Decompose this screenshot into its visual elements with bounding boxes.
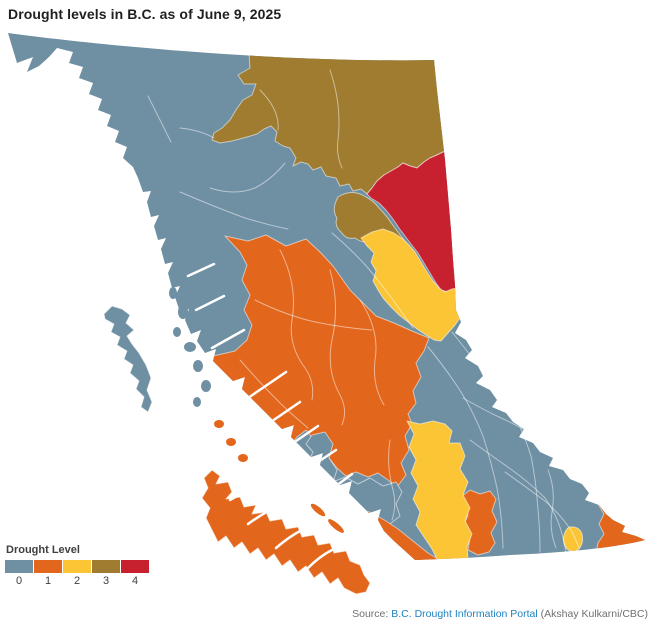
region-vancouver-island[interactable] (201, 469, 371, 595)
legend: Drought Level 0 1 2 3 4 (5, 544, 165, 587)
legend-swatches (5, 560, 165, 573)
legend-label-0: 0 (15, 575, 23, 587)
region-okanagan-yellow[interactable] (406, 420, 473, 561)
legend-label-1: 1 (44, 575, 52, 587)
source-suffix: (Akshay Kulkarni/CBC) (537, 608, 648, 620)
legend-swatch-1 (34, 560, 62, 573)
legend-swatch-0 (5, 560, 33, 573)
legend-title: Drought Level (6, 544, 80, 556)
region-east-kootenay-orange[interactable] (595, 469, 660, 560)
page-title: Drought levels in B.C. as of June 9, 202… (8, 6, 282, 22)
source-prefix: Source: (352, 608, 392, 620)
legend-swatch-2 (63, 560, 91, 573)
legend-swatch-4 (121, 560, 149, 573)
region-haida-gwaii[interactable] (103, 305, 153, 413)
legend-label-4: 4 (131, 575, 139, 587)
island-inlets (228, 486, 334, 570)
legend-label-3: 3 (102, 575, 110, 587)
source-line: Source: B.C. Drought Information Portal … (352, 608, 648, 620)
coastal-islands (165, 249, 211, 407)
legend-label-2: 2 (73, 575, 81, 587)
strait-islands (214, 420, 344, 533)
region-kootenay-yellow-small[interactable] (562, 526, 584, 552)
region-northeast-yellow[interactable] (360, 228, 471, 342)
legend-swatch-3 (92, 560, 120, 573)
source-link[interactable]: B.C. Drought Information Portal (391, 608, 538, 620)
legend-labels: 0 1 2 3 4 (5, 575, 165, 587)
